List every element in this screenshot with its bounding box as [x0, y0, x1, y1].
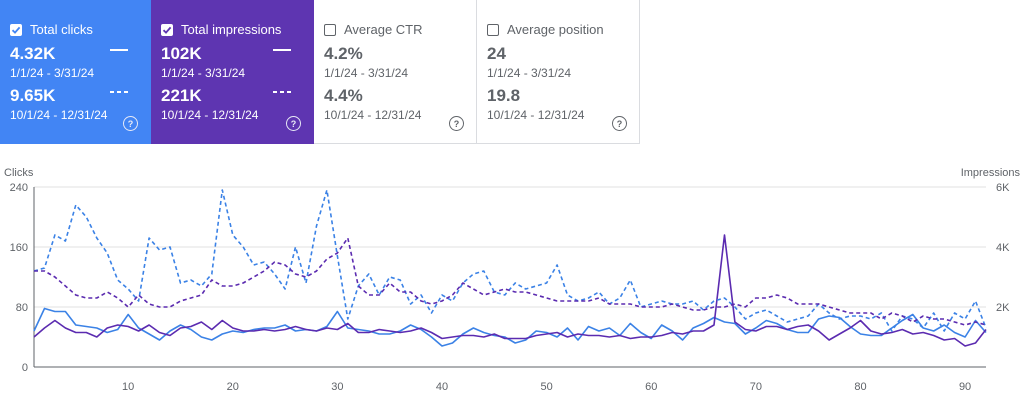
current-range: 1/1/24 - 3/31/24 [324, 66, 409, 80]
previous-value: 9.65K [10, 86, 56, 105]
previous-value: 221K [161, 86, 202, 105]
current-value: 102K [161, 44, 202, 63]
card-total-clicks[interactable]: Total clicks 4.32K 1/1/24 - 3/31/24 9.65… [0, 0, 151, 144]
chart-grid [33, 186, 986, 368]
previous-value: 4.4% [324, 86, 363, 105]
series-line-3 [34, 237, 987, 326]
current-value: 24 [487, 44, 506, 63]
right-tick-label: 6K [996, 182, 1010, 194]
card-header: Average CTR [324, 22, 423, 37]
x-tick-label: 40 [436, 381, 448, 393]
x-tick-label: 10 [122, 381, 134, 393]
right-y-axis: 2K 4K 6K [996, 182, 1010, 314]
help-icon[interactable]: ? [612, 116, 627, 131]
x-tick-label: 30 [331, 381, 343, 393]
help-icon[interactable]: ? [286, 116, 301, 131]
card-label: Average position [507, 22, 604, 37]
help-icon[interactable]: ? [449, 116, 464, 131]
series-line-2 [33, 189, 987, 332]
x-tick-label: 20 [227, 381, 239, 393]
x-tick-label: 90 [959, 381, 971, 393]
series-line-0 [33, 307, 987, 347]
left-y-axis: 0 80 160 240 [10, 182, 28, 374]
left-tick-label: 160 [10, 242, 28, 254]
x-tick-label: 70 [750, 381, 762, 393]
previous-range: 10/1/24 - 12/31/24 [10, 108, 108, 122]
checkbox-icon[interactable] [161, 23, 173, 36]
right-tick-label: 2K [996, 302, 1010, 314]
x-tick-label: 80 [854, 381, 866, 393]
card-header: Average position [487, 22, 604, 37]
card-total-impressions[interactable]: Total impressions 102K 1/1/24 - 3/31/24 … [151, 0, 314, 144]
card-header: Total impressions [161, 22, 281, 37]
left-axis-title: Clicks [4, 167, 34, 179]
previous-range: 10/1/24 - 12/31/24 [161, 108, 259, 122]
card-label: Total impressions [181, 22, 282, 37]
right-axis-title: Impressions [961, 167, 1021, 179]
x-tick-label: 60 [645, 381, 657, 393]
x-axis: 10 20 30 40 50 60 70 80 90 [122, 381, 971, 393]
checkbox-icon[interactable] [487, 23, 499, 36]
metric-cards: Total clicks 4.32K 1/1/24 - 3/31/24 9.65… [0, 0, 640, 144]
left-tick-label: 0 [22, 362, 28, 374]
current-range: 1/1/24 - 3/31/24 [161, 66, 246, 80]
current-range: 1/1/24 - 3/31/24 [10, 66, 95, 80]
solid-line-legend-icon [110, 49, 128, 51]
series-line-1 [33, 234, 987, 347]
card-average-ctr[interactable]: Average CTR 4.2% 1/1/24 - 3/31/24 4.4% 1… [314, 0, 477, 144]
card-header: Total clicks [10, 22, 93, 37]
card-label: Total clicks [30, 22, 93, 37]
dashed-line-legend-icon [273, 91, 291, 93]
x-tick-label: 50 [540, 381, 552, 393]
right-tick-label: 4K [996, 242, 1010, 254]
solid-line-legend-icon [273, 49, 291, 51]
previous-value: 19.8 [487, 86, 521, 105]
current-value: 4.32K [10, 44, 56, 63]
left-tick-label: 80 [16, 302, 28, 314]
checkbox-icon[interactable] [10, 23, 22, 36]
card-label: Average CTR [344, 22, 423, 37]
left-tick-label: 240 [10, 182, 28, 194]
current-range: 1/1/24 - 3/31/24 [487, 66, 572, 80]
previous-range: 10/1/24 - 12/31/24 [487, 108, 585, 122]
chart-series [33, 189, 987, 347]
dashed-line-legend-icon [110, 91, 128, 93]
current-value: 4.2% [324, 44, 363, 63]
checkbox-icon[interactable] [324, 23, 336, 36]
performance-chart[interactable]: Clicks Impressions 0 80 160 240 2K 4K 6K 10 20… [0, 160, 1024, 400]
help-icon[interactable]: ? [123, 116, 138, 131]
card-average-position[interactable]: Average position 24 1/1/24 - 3/31/24 19.… [477, 0, 640, 144]
previous-range: 10/1/24 - 12/31/24 [324, 108, 422, 122]
